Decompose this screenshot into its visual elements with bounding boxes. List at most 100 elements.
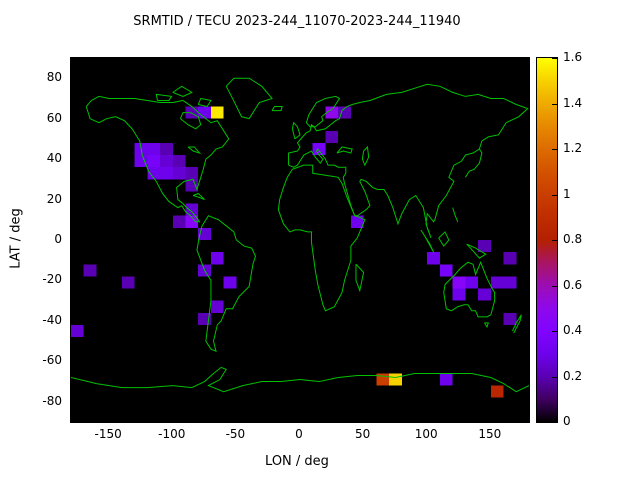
heatmap-cell	[172, 215, 186, 228]
heatmap-cell	[325, 106, 339, 119]
heatmap-cell	[490, 385, 504, 398]
heatmap-cell	[452, 276, 466, 289]
heatmap-cell	[198, 227, 211, 240]
heatmap-cell	[312, 142, 326, 156]
coastline-scandinavia	[306, 96, 339, 126]
coastline-cuba	[193, 193, 204, 199]
colorbar-tick-mark	[552, 331, 557, 332]
coastline-philippines	[453, 208, 458, 222]
coastline-great-lakes	[188, 147, 199, 153]
colorbar-tick-mark	[552, 103, 557, 105]
coastline-eurasia	[289, 84, 528, 238]
coastline-africa	[278, 165, 365, 311]
colorbar-tick-label: 1.2	[563, 141, 583, 155]
x-tick-label: 150	[478, 427, 502, 441]
colorbar-tick-mark	[552, 149, 557, 150]
heatmap-cell	[452, 288, 466, 301]
x-tick-label: -100	[158, 427, 186, 441]
coastline-greenland	[226, 78, 272, 118]
colorbar-tick-mark	[552, 421, 557, 422]
colorbar-tick-mark	[552, 194, 557, 196]
colorbar-tick-label: 1.4	[563, 95, 583, 110]
y-tick-label: 60	[46, 110, 62, 125]
heatmap-cells-layer	[71, 106, 517, 398]
heatmap-cell	[147, 167, 161, 180]
y-tick-label: 20	[46, 191, 62, 206]
colorbar-tick-label: 1	[563, 186, 571, 201]
heatmap-cell	[160, 142, 173, 156]
y-axis-label: LAT / deg	[8, 208, 24, 269]
coastline-australia	[444, 262, 495, 317]
colorbar-tick-label: 0.8	[563, 232, 583, 246]
coastline-japan	[465, 149, 482, 177]
heatmap-cell	[185, 179, 199, 192]
y-tick-label: 0	[54, 232, 62, 246]
heatmap-cell	[350, 215, 364, 228]
coastline-north-america	[86, 96, 228, 221]
colorbar-tick-label: 0.4	[563, 323, 583, 337]
y-tick-label: -60	[42, 353, 62, 368]
coastline-black-sea	[337, 147, 352, 153]
heatmap-cell	[439, 264, 453, 277]
coastline-arctic-island-2	[156, 94, 171, 100]
x-tick-label: 0	[295, 427, 303, 441]
y-tick-label: 80	[46, 70, 62, 85]
heatmap-cell	[147, 155, 161, 168]
heatmap-cell	[185, 167, 199, 180]
coastline-britain	[292, 123, 300, 139]
heatmap-cell	[83, 264, 97, 277]
coastline-new-zealand	[512, 315, 521, 333]
x-tick-label: -50	[225, 427, 246, 441]
coastline-iceland	[272, 107, 282, 111]
coastline-sumatra	[421, 230, 434, 252]
heatmap-cell	[121, 276, 135, 289]
colorbar-tick-label: 0	[563, 414, 571, 428]
y-tick-label: -80	[42, 393, 62, 408]
heatmap-cell	[160, 155, 173, 168]
plot-area	[70, 57, 530, 423]
heatmap-cell	[338, 106, 351, 119]
heatmap-cell	[185, 203, 199, 216]
coastline-baffin-island	[198, 98, 211, 106]
colorbar	[536, 57, 558, 423]
coastline-south-america	[197, 216, 256, 351]
heatmap-cell	[172, 155, 186, 168]
colorbar-tick-mark	[552, 285, 557, 287]
heatmap-cell	[325, 130, 339, 143]
heatmap-cell	[465, 276, 479, 289]
heatmap-cell	[210, 300, 224, 313]
heatmap-cell	[223, 276, 237, 289]
heatmap-cell	[185, 215, 199, 228]
heatmap-cell	[427, 252, 440, 265]
colorbar-tick-mark	[552, 376, 557, 378]
y-tick-label: -40	[42, 312, 62, 327]
heatmap-cell	[503, 252, 517, 265]
heatmap-cell	[503, 312, 517, 325]
x-tick-label: 100	[414, 427, 438, 441]
colorbar-tick-label: 0.2	[563, 368, 583, 383]
coastline-madagascar	[356, 264, 364, 290]
heatmap-cell	[172, 167, 186, 180]
chart-title: SRMTID / TECU 2023-244_11070-2023-244_11…	[133, 14, 461, 29]
heatmap-cell	[478, 240, 491, 253]
heatmap-cell	[198, 312, 211, 325]
coastline-borneo	[439, 232, 449, 246]
y-tick-label: 40	[46, 151, 62, 166]
x-tick-label: -150	[94, 427, 122, 441]
coastline-hudson-bay	[180, 113, 200, 129]
heatmap-cell	[503, 276, 517, 289]
colorbar-tick-label: 0.6	[563, 277, 583, 292]
world-map-coastlines	[71, 58, 529, 422]
colorbar-tick-mark	[552, 58, 557, 59]
x-axis-label: LON / deg	[265, 454, 329, 469]
heatmap-cell	[490, 276, 504, 289]
coastline-antarctica	[71, 367, 529, 391]
coastline-new-guinea	[467, 244, 486, 258]
coastline-arctic-island-1	[173, 86, 192, 96]
heatmap-cell	[478, 288, 491, 301]
x-tick-label: 50	[354, 427, 371, 441]
heatmap-cell	[134, 155, 148, 168]
heatmap-cell	[210, 106, 224, 119]
coastline-caspian-sea	[362, 147, 368, 165]
